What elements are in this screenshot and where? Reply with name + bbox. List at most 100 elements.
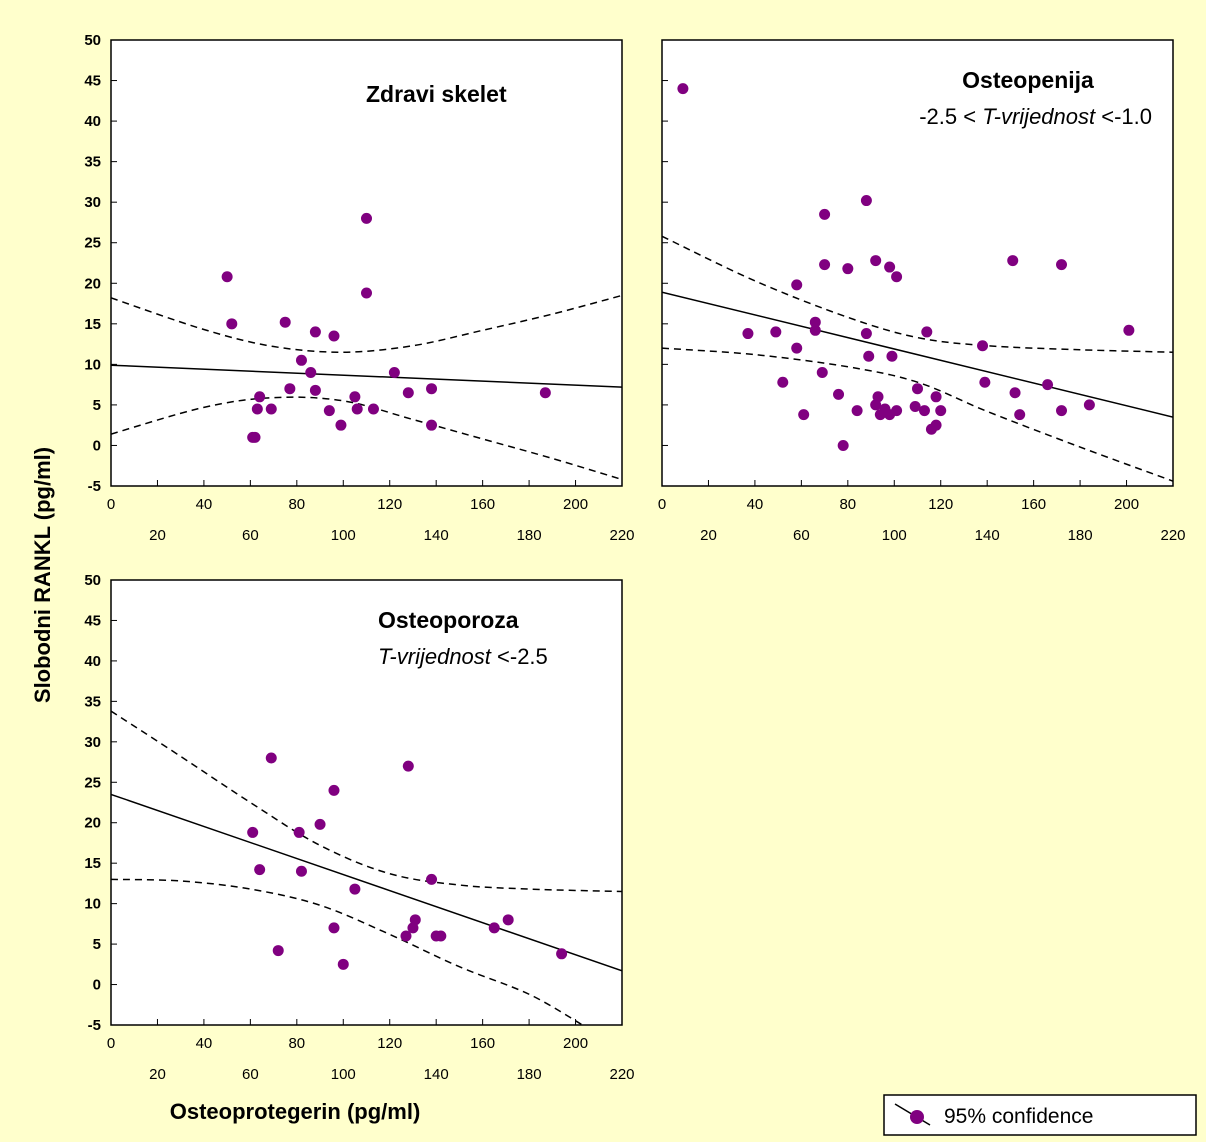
data-point: [293, 826, 305, 838]
plot-area: [110, 39, 623, 487]
y-tick-label: -5: [88, 478, 101, 495]
x-tick-label: 200: [1114, 496, 1139, 513]
data-point: [284, 383, 296, 395]
y-tick-label: 15: [84, 316, 101, 333]
data-point: [860, 195, 872, 207]
y-tick-label: 45: [84, 612, 101, 629]
x-tick-label: 20: [700, 527, 717, 544]
data-point: [254, 391, 266, 403]
x-tick-label: 220: [1160, 527, 1185, 544]
data-point: [328, 784, 340, 796]
regression-line: [111, 793, 622, 972]
confidence-band-lower: [111, 878, 583, 1025]
data-point: [295, 865, 307, 877]
x-tick-label: 100: [331, 527, 356, 544]
data-point: [251, 403, 263, 415]
confidence-band-upper: [662, 235, 1173, 353]
data-point: [930, 419, 942, 431]
data-point: [400, 930, 412, 942]
data-point: [539, 387, 551, 399]
legend-box: [883, 1094, 1197, 1136]
y-tick-label: 5: [93, 397, 101, 414]
y-tick-label: 20: [84, 275, 101, 292]
y-tick-label: 15: [84, 855, 101, 872]
x-tick-label: 40: [747, 496, 764, 513]
x-tick-label: 180: [517, 1066, 542, 1083]
y-tick-label: 20: [84, 815, 101, 832]
x-tick-label: 40: [196, 1035, 213, 1052]
data-point: [265, 403, 277, 415]
data-point: [426, 383, 438, 395]
y-tick-label: 45: [84, 73, 101, 90]
x-tick-label: 60: [242, 527, 259, 544]
data-point: [1007, 255, 1019, 267]
data-point: [402, 387, 414, 399]
data-point: [791, 279, 803, 291]
data-point: [791, 342, 803, 354]
data-point: [426, 419, 438, 431]
y-tick-label: 25: [84, 235, 101, 252]
data-point: [1083, 399, 1095, 411]
data-point: [863, 350, 875, 362]
x-tick-label: 180: [1068, 527, 1093, 544]
x-tick-label: 120: [377, 496, 402, 513]
plot-area: [661, 39, 1174, 487]
chart-panel: 0 40 80 120 160 200 20 60 100 140 180 220 Osteopenij…: [658, 39, 1186, 544]
data-point: [851, 405, 863, 417]
x-tick-label: 60: [242, 1066, 259, 1083]
data-point: [1042, 379, 1054, 391]
data-point: [409, 914, 421, 926]
panel-title: Zdravi skelet: [366, 81, 507, 107]
confidence-band-upper: [111, 294, 622, 353]
x-tick-label: 60: [793, 527, 810, 544]
data-point: [305, 366, 317, 378]
x-tick-label: 120: [928, 496, 953, 513]
plot-area: [110, 579, 623, 1026]
data-point: [677, 83, 689, 95]
x-tick-label: 200: [563, 1035, 588, 1052]
confidence-band-lower: [662, 347, 1173, 482]
data-point: [891, 271, 903, 283]
data-point: [361, 212, 372, 224]
y-tick-label: 25: [84, 774, 101, 791]
data-point: [502, 914, 514, 926]
panel-title: Osteopenija: [962, 67, 1094, 93]
data-point: [349, 391, 361, 403]
data-point: [221, 271, 233, 283]
confidence-band-upper: [111, 710, 622, 893]
data-point: [435, 930, 447, 942]
x-tick-label: 140: [424, 1066, 449, 1083]
data-point: [872, 391, 884, 403]
data-point: [1123, 324, 1135, 336]
regression-line: [662, 291, 1173, 418]
regression-line: [111, 364, 622, 388]
data-point: [1014, 409, 1026, 421]
data-point: [819, 259, 831, 271]
data-point: [1009, 387, 1021, 399]
data-point: [295, 354, 307, 366]
x-tick-label: 100: [331, 1066, 356, 1083]
x-tick-label: 140: [424, 527, 449, 544]
data-point: [272, 945, 284, 957]
data-point: [884, 261, 896, 273]
legend-marker-swatch: [910, 1110, 924, 1124]
y-tick-label: 40: [84, 653, 101, 670]
y-tick-label: 10: [84, 356, 101, 373]
x-tick-label: 20: [149, 1066, 166, 1083]
data-point: [1056, 259, 1068, 271]
data-point: [367, 403, 379, 415]
data-point: [742, 328, 754, 340]
data-point: [860, 328, 872, 340]
x-tick-label: 0: [658, 496, 666, 513]
data-point: [402, 760, 414, 772]
data-point: [328, 330, 340, 342]
x-tick-label: 100: [882, 527, 907, 544]
panel-title: Osteoporoza: [378, 607, 519, 633]
data-point: [777, 376, 789, 388]
y-tick-label: 30: [84, 194, 101, 211]
y-tick-label: 10: [84, 896, 101, 913]
